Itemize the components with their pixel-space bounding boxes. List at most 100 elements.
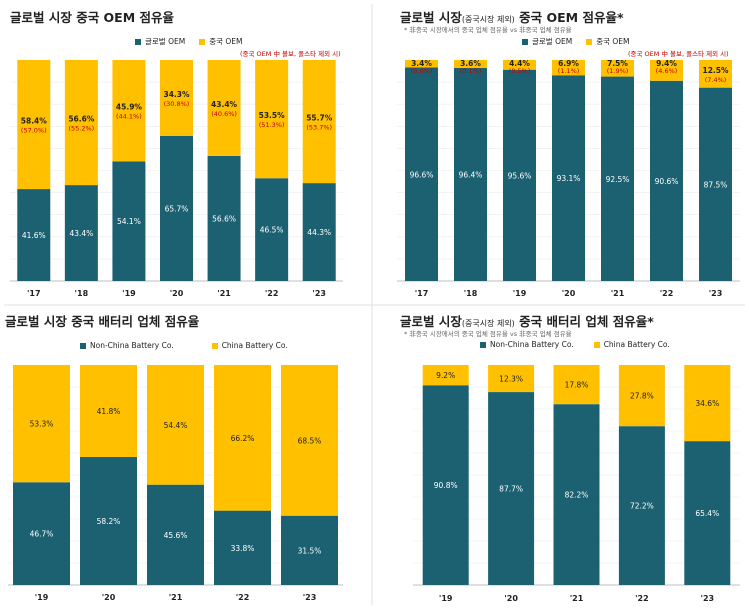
- chart-3-bar-top-4: [281, 365, 338, 516]
- chart-1-bar-top-4: [207, 60, 241, 156]
- chart-4-label-top-4: 34.6%: [695, 399, 719, 408]
- chart-1-label-bottom-5: 46.5%: [260, 226, 284, 235]
- chart-1-bar-top-3: [160, 60, 193, 136]
- chart-3-legend: Non-China Battery Co. China Battery Co.: [80, 341, 302, 350]
- chart-2-sublabel-2: (0.5%): [509, 67, 531, 75]
- chart-4-label-top-2: 17.8%: [565, 381, 589, 390]
- chart-2-tick-label-0: '17: [415, 289, 429, 298]
- chart-4-legend-item-1: China Battery Co.: [593, 340, 670, 349]
- chart-2-bar-top-2: [503, 60, 536, 70]
- chart-1-bar-bottom-3: [160, 135, 193, 281]
- chart-1-legend: 글로벌 OEM 중국 OEM: [135, 36, 257, 47]
- chart-2-legend-item-0: 글로벌 OEM: [522, 36, 572, 47]
- chart-1-label-top-5: 53.5%: [259, 111, 286, 120]
- chart-4-bar-bottom-1: [488, 392, 535, 585]
- chart-2-tick-label-2: '19: [513, 289, 527, 298]
- chart-4-label-bottom-4: 65.4%: [695, 509, 719, 518]
- chart-1-label-bottom-0: 41.6%: [22, 231, 46, 240]
- chart-2-label-top-4: 7.5%: [607, 59, 628, 68]
- chart-1-legend-item-0: 글로벌 OEM: [135, 36, 185, 47]
- chart-3-tick-label-2: '21: [169, 593, 183, 602]
- chart-2-bar-bottom-4: [601, 76, 634, 281]
- chart-4-bar-top-1: [488, 365, 535, 393]
- chart-1-label-top-4: 43.4%: [211, 100, 238, 109]
- chart-2-label-top-5: 9.4%: [656, 59, 677, 68]
- chart-2-tick-label-3: '20: [562, 289, 576, 298]
- chart-2-label-bottom-3: 93.1%: [557, 174, 581, 183]
- chart-1-tick-label-1: '18: [75, 289, 89, 298]
- chart-2-legend: 글로벌 OEM 중국 OEM: [522, 36, 644, 47]
- chart-4-bar-top-0: [422, 365, 469, 386]
- chart-4-title: 글로벌 시장(중국시장 제외) 중국 배터리 업체 점유율*: [400, 314, 654, 329]
- chart-4-bar-bottom-4: [684, 441, 731, 585]
- chart-3-title: 글로벌 시장 중국 배터리 업체 점유율: [5, 314, 200, 329]
- chart-4-label-top-1: 12.3%: [499, 375, 523, 384]
- chart-1-bar-bottom-1: [64, 185, 98, 281]
- chart-4-legend: Non-China Battery Co. China Battery Co.: [480, 340, 684, 349]
- chart-3-label-top-4: 68.5%: [298, 436, 322, 445]
- chart-1-bar-top-5: [255, 60, 289, 179]
- chart-4-tick-label-0: '19: [439, 594, 453, 603]
- chart-1-bar-top-2: [112, 60, 146, 162]
- chart-2-bar-bottom-6: [699, 87, 732, 281]
- legend-swatch-teal: [480, 341, 486, 348]
- chart-3-label-top-1: 41.8%: [97, 407, 121, 416]
- chart-1-label-bottom-4: 56.6%: [212, 214, 236, 223]
- chart-4-bar-bottom-0: [422, 385, 469, 585]
- chart-2-tick-label-6: '23: [709, 289, 723, 298]
- chart-1-tick-label-0: '17: [27, 289, 41, 298]
- chart-3-label-top-0: 53.3%: [30, 420, 54, 429]
- chart-1-label-top-6: 55.7%: [306, 114, 333, 123]
- chart-1-sublabel-5: (51.3%): [259, 121, 285, 129]
- legend-swatch-gold: [199, 38, 206, 45]
- chart-2-label-bottom-0: 96.6%: [410, 170, 434, 179]
- chart-4-label-bottom-1: 87.7%: [499, 485, 523, 494]
- chart-2-legend-item-1: 중국 OEM: [586, 36, 630, 47]
- chart-4-bar-bottom-3: [618, 426, 665, 585]
- chart-3-tick-label-4: '23: [303, 593, 317, 602]
- chart-2-label-top-3: 6.9%: [558, 59, 579, 68]
- chart-1-label-bottom-3: 65.7%: [165, 204, 189, 213]
- chart-3-label-top-3: 66.2%: [231, 434, 255, 443]
- chart-1-note: (중국 OEM 中 볼보, 폴스타 제외 시): [240, 50, 341, 58]
- chart-4-legend-item-0: Non-China Battery Co.: [480, 340, 574, 349]
- chart-2-bar-bottom-3: [552, 75, 585, 282]
- chart-1-bar-bottom-6: [302, 183, 336, 281]
- chart-4-tick-label-2: '21: [570, 594, 584, 603]
- chart-3-label-bottom-4: 31.5%: [298, 546, 322, 555]
- chart-1-label-top-0: 58.4%: [21, 117, 48, 126]
- chart-3-label-top-2: 54.4%: [164, 421, 188, 430]
- chart-1-sublabel-0: (57.0%): [21, 127, 47, 135]
- chart-2-bar-top-3: [552, 60, 585, 76]
- chart-3-bar-top-1: [80, 365, 137, 457]
- chart-4-label-top-3: 27.8%: [630, 392, 654, 401]
- chart-4-tick-label-4: '23: [701, 594, 715, 603]
- chart-3-tick-label-1: '20: [102, 593, 116, 602]
- chart-4-bar-top-4: [684, 365, 731, 442]
- chart-1-tick-label-5: '22: [265, 289, 279, 298]
- chart-3-tick-label-0: '19: [35, 593, 49, 602]
- chart-4-label-bottom-0: 90.8%: [434, 481, 458, 490]
- chart-3-legend-item-0: Non-China Battery Co.: [80, 341, 174, 350]
- chart-2-label-bottom-6: 87.5%: [704, 180, 728, 189]
- chart-2-sublabel-6: (7.4%): [705, 76, 727, 84]
- chart-1-label-top-2: 45.9%: [116, 103, 143, 112]
- chart-2-tick-label-4: '21: [611, 289, 625, 298]
- chart-1-legend-item-1: 중국 OEM: [199, 36, 243, 47]
- chart-2-sublabel-3: (1.1%): [558, 67, 580, 75]
- chart-2-label-bottom-2: 95.6%: [508, 171, 532, 180]
- chart-3-bar-top-2: [147, 365, 204, 485]
- chart-2-bar-bottom-2: [503, 69, 536, 281]
- chart-2-sublabel-4: (1.9%): [607, 67, 629, 75]
- chart-3-legend-item-1: China Battery Co.: [211, 341, 288, 350]
- chart-1-sublabel-1: (55.2%): [68, 125, 94, 133]
- chart-1-tick-label-4: '21: [217, 289, 231, 298]
- chart-2-label-top-0: 3.4%: [411, 59, 432, 68]
- chart-3-bar-bottom-0: [13, 482, 70, 585]
- chart-2-bar-bottom-1: [454, 67, 487, 282]
- legend-swatch-teal: [135, 38, 141, 45]
- chart-1-label-bottom-6: 44.3%: [307, 228, 331, 237]
- chart-2-subtitle: * 非중국 시장에서의 중국 업체 점유율 vs 非중국 업체 점유율: [404, 26, 572, 34]
- chart-1-label-bottom-2: 54.1%: [117, 217, 141, 226]
- chart-4-tick-label-3: '22: [635, 594, 649, 603]
